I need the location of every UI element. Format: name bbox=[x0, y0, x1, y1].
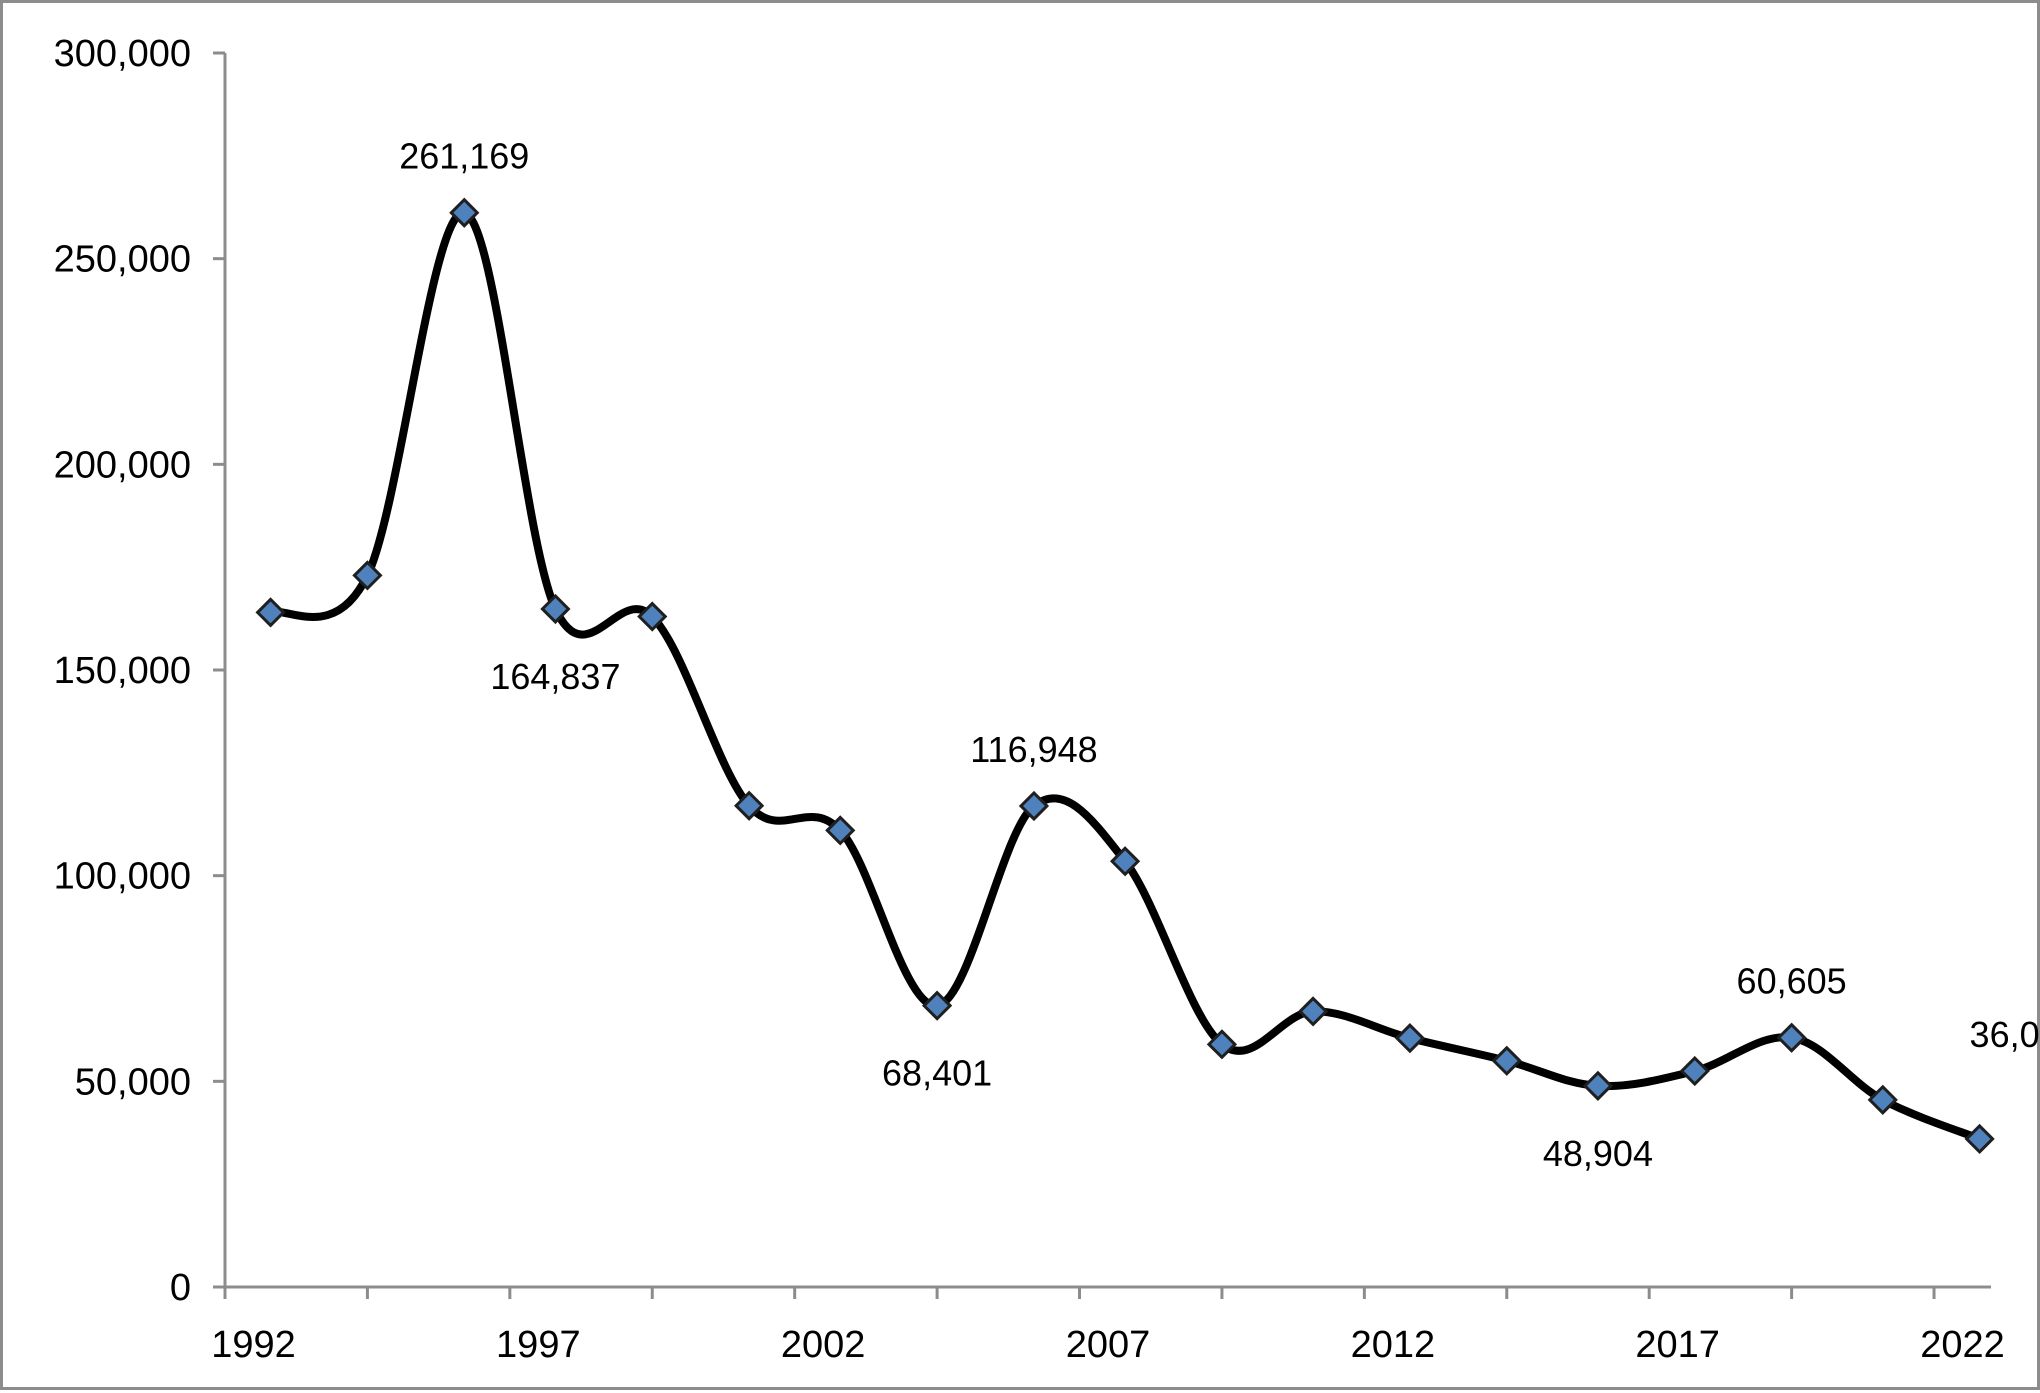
x-tick-label: 2017 bbox=[1635, 1324, 1720, 1366]
data-point bbox=[1206, 1029, 1238, 1060]
data-point bbox=[1582, 1070, 1614, 1101]
y-tick-label: 300,000 bbox=[54, 33, 191, 75]
x-tick-label: 1997 bbox=[496, 1324, 581, 1366]
data-point bbox=[1297, 996, 1329, 1027]
data-label: 116,948 bbox=[970, 729, 1097, 770]
data-point bbox=[733, 790, 765, 821]
data-point bbox=[1867, 1084, 1898, 1115]
data-point bbox=[921, 990, 953, 1021]
line-chart: 0 50,000 100,000 150,000 200,000 250,000 300,0… bbox=[54, 33, 2040, 1366]
x-tick-label: 1992 bbox=[211, 1324, 296, 1366]
data-label: 36,000 bbox=[1970, 1014, 2040, 1055]
y-tick-label: 200,000 bbox=[54, 444, 191, 486]
data-label: 261,169 bbox=[399, 136, 529, 177]
data-point bbox=[637, 601, 668, 632]
data-point bbox=[352, 560, 383, 591]
data-label: 68,401 bbox=[882, 1053, 992, 1094]
y-tick-label: 0 bbox=[170, 1267, 191, 1309]
data-label: 48,904 bbox=[1543, 1133, 1653, 1174]
data-label: 164,837 bbox=[490, 656, 620, 697]
y-tick-label: 150,000 bbox=[54, 650, 191, 692]
x-tick-label: 2007 bbox=[1066, 1324, 1151, 1366]
x-tick-label: 2002 bbox=[781, 1324, 866, 1366]
data-label: 60,605 bbox=[1737, 961, 1847, 1002]
data-point bbox=[1109, 846, 1141, 877]
data-point bbox=[540, 593, 571, 625]
x-tick-label: 2022 bbox=[1920, 1324, 2005, 1366]
data-point bbox=[1776, 1022, 1807, 1053]
data-point bbox=[1679, 1055, 1710, 1087]
axes: 0 50,000 100,000 150,000 200,000 250,000 300,0… bbox=[54, 33, 2005, 1366]
y-tick-label: 100,000 bbox=[54, 856, 191, 898]
data-point bbox=[449, 197, 480, 228]
data-point bbox=[1018, 790, 1050, 822]
series-line bbox=[266, 208, 1984, 1143]
y-tick-label: 250,000 bbox=[54, 239, 191, 281]
data-point bbox=[825, 815, 856, 846]
x-tick-label: 2012 bbox=[1351, 1324, 1436, 1366]
data-point bbox=[1964, 1123, 1995, 1155]
data-markers bbox=[255, 197, 1995, 1155]
data-labels: 261,169 164,837 68,401 116,948 48,904 60,605 3… bbox=[399, 136, 2040, 1174]
data-point bbox=[255, 597, 286, 628]
data-point bbox=[1394, 1023, 1426, 1054]
y-tick-label: 50,000 bbox=[75, 1061, 191, 1103]
data-point bbox=[1491, 1045, 1522, 1076]
series-line-group bbox=[266, 208, 1984, 1143]
